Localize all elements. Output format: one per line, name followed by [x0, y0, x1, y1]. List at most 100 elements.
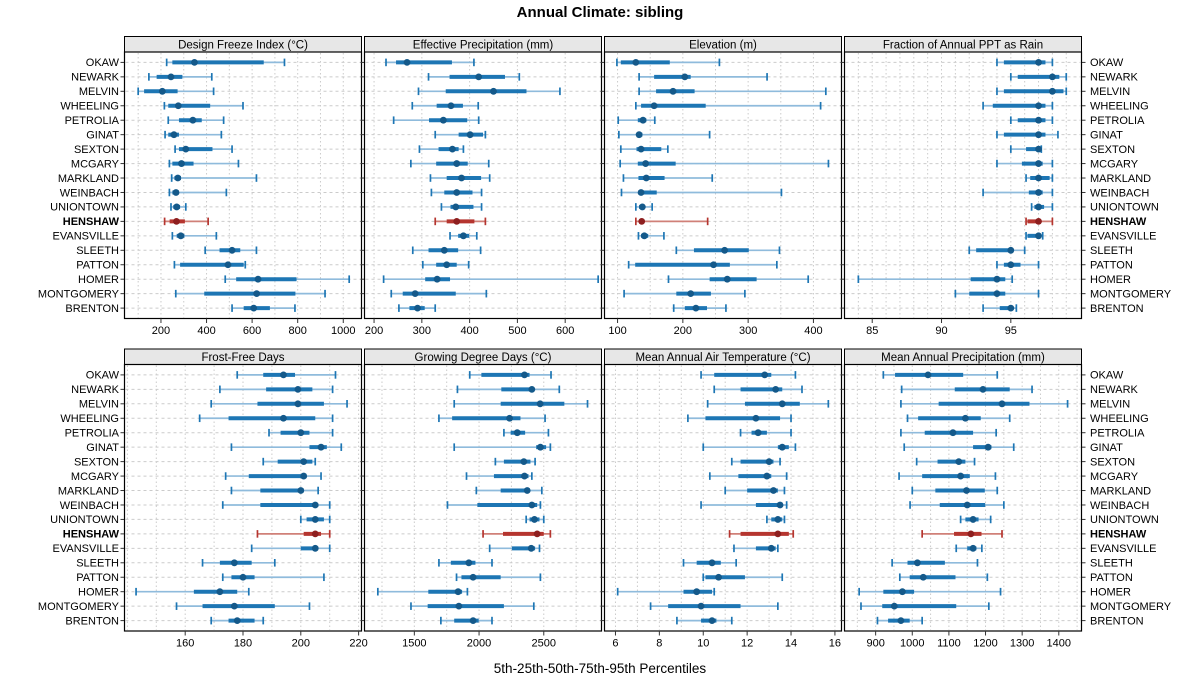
series-row-sleeth [201, 558, 276, 567]
series-row-markland [1025, 174, 1054, 182]
series-row-markland [429, 174, 491, 182]
median-dot [454, 588, 462, 596]
median-dot [642, 174, 650, 182]
station-label-right: PATTON [1090, 260, 1133, 272]
series-row-henshaw [921, 530, 1003, 538]
series-row-uniontown [766, 515, 786, 524]
station-label-right: SEXTON [1090, 456, 1135, 468]
median-dot [506, 414, 513, 422]
median-dot [191, 59, 198, 66]
station-label-left: NEWARK [71, 72, 120, 84]
panel-frost-free-days: Frost-Free Days 160 180 200 220 [120, 348, 368, 650]
x-tick-label: 85 [866, 325, 878, 337]
station-label-right: OKAW [1090, 57, 1124, 69]
median-dot [754, 429, 762, 437]
series-row-mcgary [898, 472, 997, 480]
series-row-homer [616, 587, 716, 596]
series-row-uniontown [959, 515, 992, 524]
panel-box [123, 51, 363, 320]
series-row-mcgary [996, 159, 1054, 168]
station-label-right: MELVIN [1090, 86, 1130, 98]
series-row-homer [376, 587, 469, 596]
station-label-left: MONTGOMERY [38, 288, 120, 300]
median-dot [447, 102, 455, 110]
series-row-melvin [900, 400, 1069, 408]
x-tick-label: 8 [656, 638, 662, 650]
median-dot [469, 573, 477, 581]
median-dot [1035, 131, 1042, 139]
series-row-weinbach [620, 188, 783, 197]
median-dot [650, 102, 658, 110]
series-row-uniontown [1030, 203, 1054, 211]
median-dot [460, 232, 467, 240]
station-label-left: BRENTON [65, 303, 119, 315]
median-dot [669, 87, 677, 95]
panel-box [363, 363, 603, 632]
median-dot [280, 414, 287, 422]
series-row-melvin [453, 400, 589, 408]
median-dot [297, 429, 305, 437]
median-dot [1035, 217, 1042, 225]
panel-mean-annual-precipitation-mm-: Mean Annual Precipitation (mm) 900 1000 110… [840, 348, 1086, 650]
panel-box [603, 363, 843, 632]
median-dot [778, 400, 786, 408]
series-row-patton [996, 260, 1040, 269]
median-dot [528, 385, 536, 393]
median-dot [632, 59, 640, 66]
series-row-montgomery [623, 289, 746, 298]
series-row-melvin [210, 400, 348, 408]
series-row-wheeling [163, 101, 244, 110]
median-dot [253, 290, 261, 298]
series-row-weinbach [909, 501, 1005, 509]
series-row-weinbach [168, 188, 228, 197]
x-tick-label: 1400 [1047, 638, 1071, 650]
series-row-uniontown [299, 515, 331, 524]
series-row-ginat [702, 443, 797, 451]
series-row-mcgary [708, 472, 788, 480]
median-dot [979, 385, 987, 393]
median-dot [528, 501, 536, 509]
median-dot [763, 472, 771, 480]
panel-design-freeze-index-c-: Design Freeze Index (°C) 200 400 600 800 1000 [120, 36, 363, 337]
series-row-sleeth [438, 558, 493, 567]
median-dot [998, 400, 1006, 408]
x-tick-label: 400 [460, 325, 478, 337]
series-row-petrolia [392, 116, 480, 125]
series-row-uniontown [170, 203, 187, 211]
median-dot [173, 203, 181, 211]
series-row-sleeth [968, 246, 1026, 255]
series-row-patton [702, 573, 784, 582]
median-dot [230, 559, 238, 567]
series-row-mcgary [465, 472, 533, 480]
median-dot [1048, 73, 1056, 81]
x-tick-label: 95 [1005, 325, 1017, 337]
median-dot [167, 73, 175, 81]
median-dot [897, 617, 905, 624]
median-dot [250, 304, 258, 312]
series-row-brenton [876, 616, 924, 625]
x-tick-label: 400 [197, 325, 215, 337]
series-row-evansville [733, 544, 779, 553]
median-dot [635, 131, 643, 139]
series-row-mcgary [224, 472, 322, 480]
median-dot [230, 602, 238, 610]
series-row-brenton [672, 304, 727, 312]
x-tick-label: 90 [935, 325, 947, 337]
series-row-ginat [618, 130, 711, 139]
median-dot [1035, 189, 1042, 196]
station-label-right: WEINBACH [1090, 187, 1149, 199]
median-dot [311, 530, 319, 538]
series-row-evansville [488, 544, 541, 553]
series-row-wheeling [634, 101, 822, 110]
median-dot [772, 385, 780, 393]
median-dot [280, 371, 287, 379]
x-tick-label: 1100 [937, 638, 961, 650]
median-dot [172, 189, 180, 196]
median-dot [776, 501, 784, 509]
station-label-right: SLEETH [1090, 245, 1133, 257]
median-dot [913, 559, 921, 567]
median-dot [637, 189, 645, 196]
median-dot [963, 501, 971, 509]
series-row-sexton [1009, 145, 1043, 153]
station-label-right: NEWARK [1090, 72, 1139, 84]
